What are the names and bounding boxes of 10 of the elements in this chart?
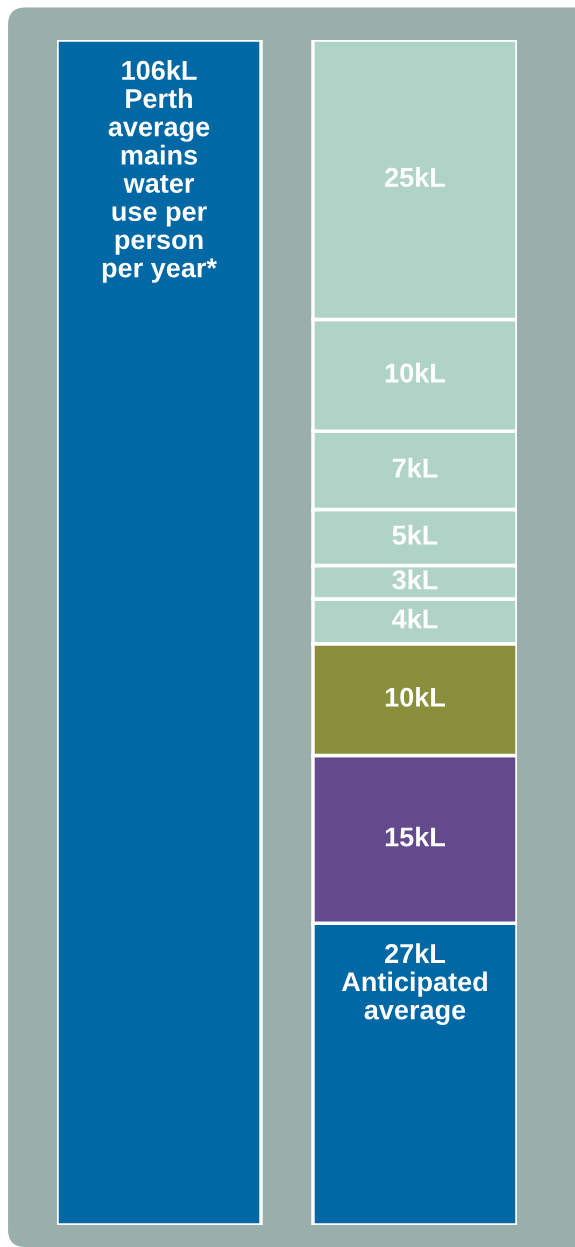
data-label: 106kL Perth average mains water use per person per year* bbox=[102, 60, 217, 283]
data-label: 3kL bbox=[392, 569, 438, 590]
data-label: 10kL bbox=[385, 686, 446, 707]
data-label: 25kL bbox=[385, 167, 446, 188]
data-label: 7kL bbox=[392, 457, 438, 478]
data-label: 15kL bbox=[385, 826, 446, 847]
data-label: 27kL Anticipated average bbox=[341, 943, 487, 1026]
data-label: 10kL bbox=[385, 362, 446, 383]
data-label: 4kL bbox=[392, 608, 438, 629]
data-label: 5kL bbox=[392, 524, 438, 545]
